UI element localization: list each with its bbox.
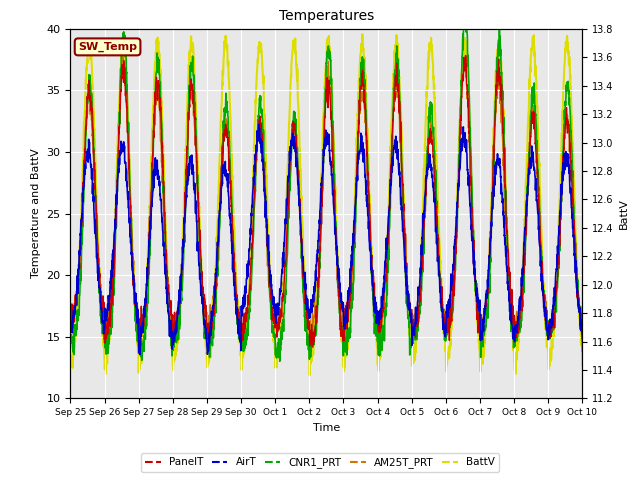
Y-axis label: BattV: BattV <box>620 198 629 229</box>
Title: Temperatures: Temperatures <box>279 10 374 24</box>
X-axis label: Time: Time <box>313 423 340 432</box>
Legend: PanelT, AirT, CNR1_PRT, AM25T_PRT, BattV: PanelT, AirT, CNR1_PRT, AM25T_PRT, BattV <box>141 453 499 472</box>
Y-axis label: Temperature and BattV: Temperature and BattV <box>31 149 41 278</box>
Text: SW_Temp: SW_Temp <box>78 42 137 52</box>
